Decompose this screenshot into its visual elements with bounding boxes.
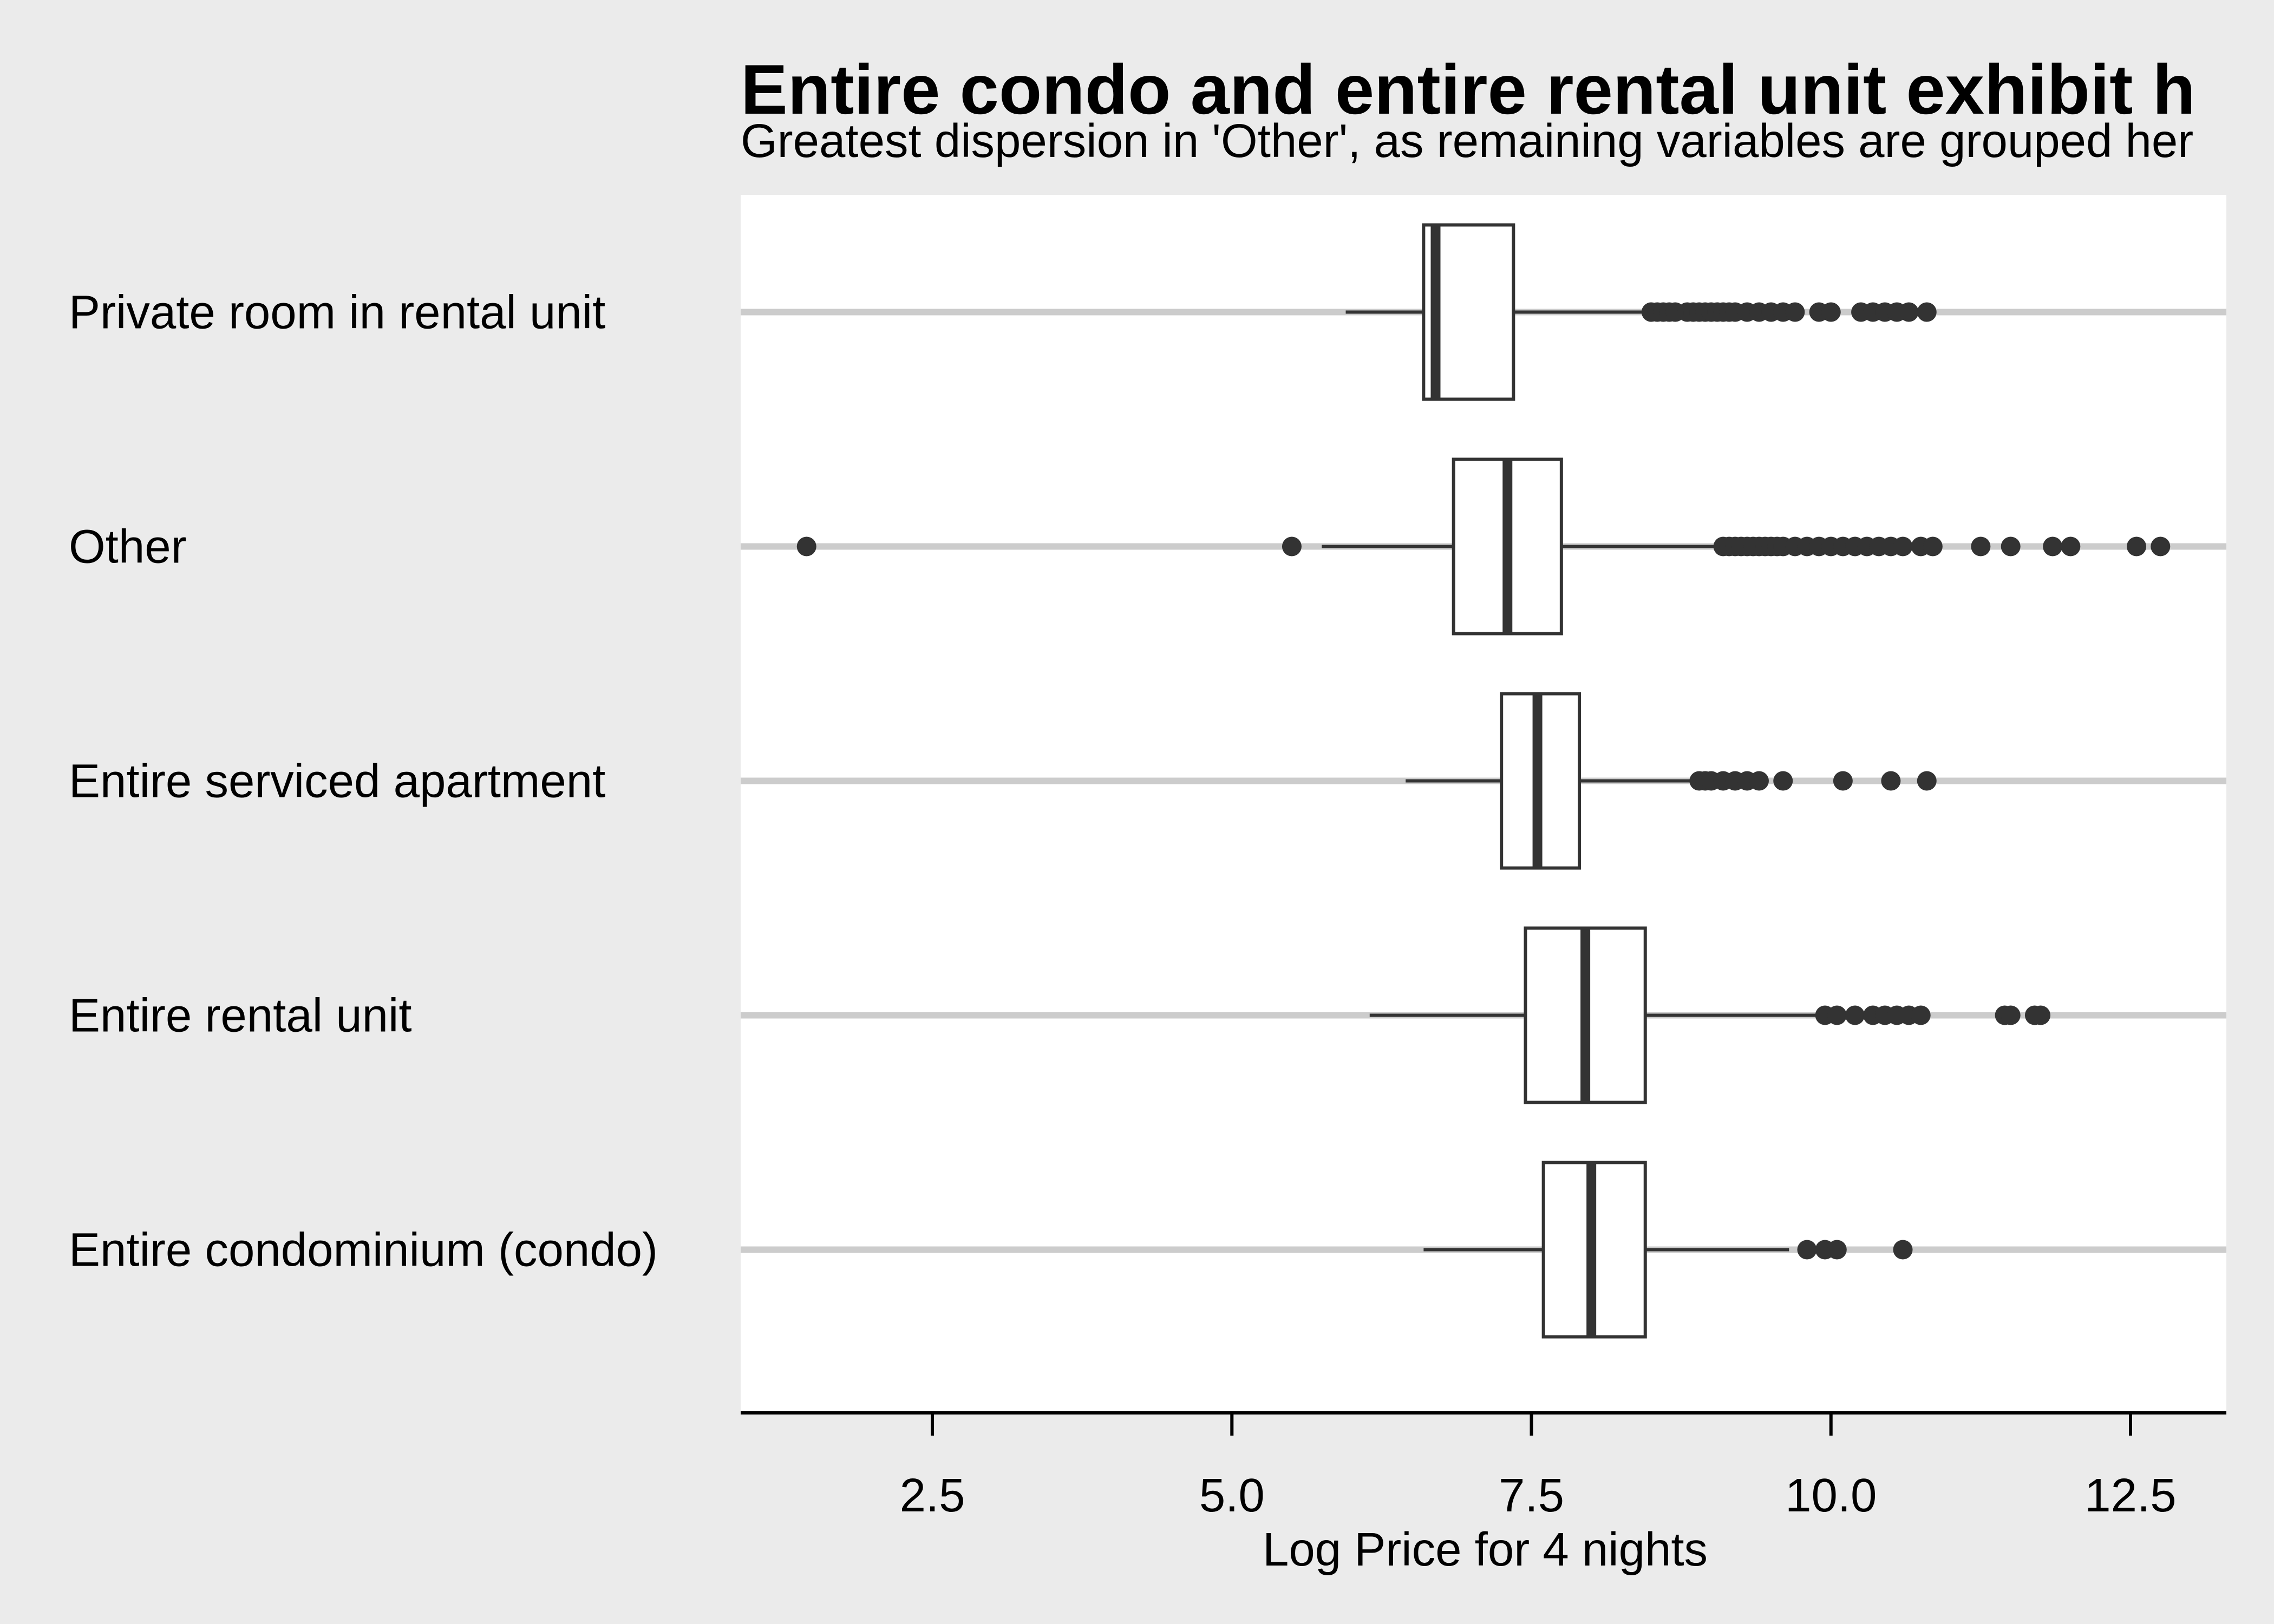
- x-tick-label: 7.5: [1499, 1469, 1564, 1522]
- category-label: Entire serviced apartment: [69, 755, 605, 808]
- category-label: Entire rental unit: [69, 990, 412, 1042]
- outlier-point: [1785, 302, 1805, 322]
- outlier-point: [1827, 1240, 1847, 1260]
- chart-title: Entire condo and entire rental unit exhi…: [741, 50, 2195, 129]
- category-label: Private room in rental unit: [69, 286, 605, 339]
- outlier-point: [1845, 1005, 1865, 1025]
- outlier-point: [2127, 536, 2147, 556]
- outlier-point: [1797, 1240, 1817, 1260]
- outlier-point: [1923, 536, 1943, 556]
- outlier-point: [1911, 1005, 1931, 1025]
- outlier-point: [1773, 771, 1793, 791]
- outlier-point: [2001, 536, 2021, 556]
- outlier-point: [2001, 1005, 2021, 1025]
- x-tick-label: 2.5: [900, 1469, 965, 1522]
- outlier-point: [1282, 536, 1302, 556]
- x-tick-label: 12.5: [2084, 1469, 2176, 1522]
- outlier-point: [1899, 302, 1919, 322]
- box-group: [1345, 223, 1937, 401]
- outlier-point: [1833, 771, 1853, 791]
- outlier-point: [2151, 536, 2171, 556]
- outlier-point: [1917, 771, 1937, 791]
- box-group: [1369, 926, 2050, 1104]
- outlier-point: [1893, 536, 1913, 556]
- outlier-point: [1821, 302, 1841, 322]
- box-group: [1406, 692, 1937, 870]
- category-labels: Private room in rental unit Other Entire s…: [69, 286, 658, 1276]
- outlier-point: [1881, 771, 1901, 791]
- outlier-point: [2043, 536, 2063, 556]
- outlier-point: [796, 536, 816, 556]
- x-tick-label: 10.0: [1785, 1469, 1877, 1522]
- category-label: Other: [69, 521, 187, 573]
- outlier-point: [1893, 1240, 1913, 1260]
- category-label: Entire condominium (condo): [69, 1224, 658, 1276]
- outlier-point: [1917, 302, 1937, 322]
- outlier-point: [2061, 536, 2081, 556]
- outlier-point: [2031, 1005, 2050, 1025]
- x-tick-label: 5.0: [1199, 1469, 1265, 1522]
- x-ticks: 2.5 5.0 7.5 10.0 12.5: [900, 1413, 2177, 1522]
- boxes-layer: [796, 223, 2171, 1339]
- x-axis-title: Log Price for 4 nights: [1263, 1523, 1708, 1576]
- outlier-point: [1971, 536, 1991, 556]
- chart-subtitle: Greatest dispersion in 'Other', as remai…: [741, 115, 2193, 167]
- box-group: [1423, 1161, 1913, 1339]
- box-group: [796, 457, 2171, 636]
- outlier-point: [1749, 771, 1769, 791]
- outlier-point: [1827, 1005, 1847, 1025]
